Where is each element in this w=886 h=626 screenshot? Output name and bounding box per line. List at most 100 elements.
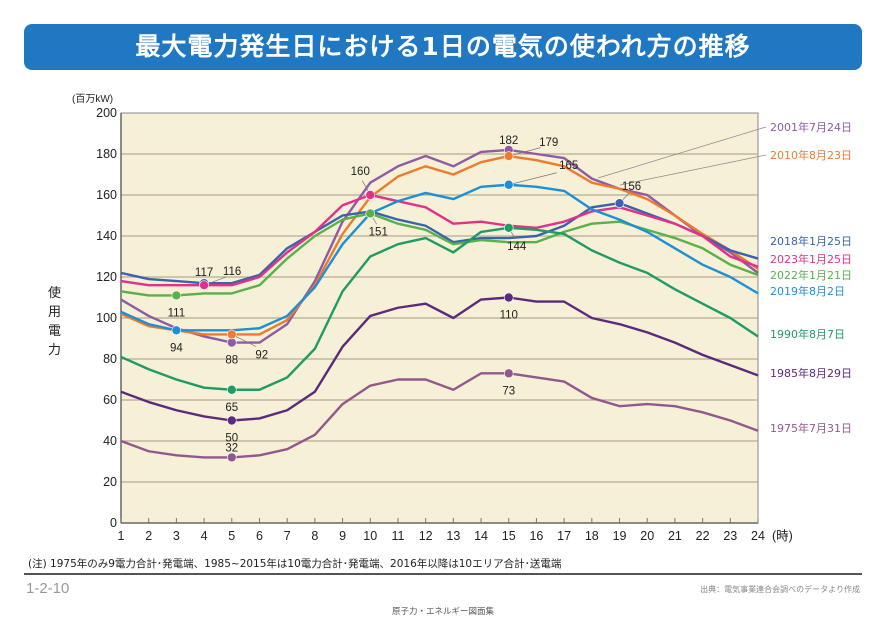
x-tick-label: 9 bbox=[339, 529, 346, 543]
legend-leaders bbox=[597, 126, 767, 186]
x-axis: 1 2 3 4 5 6 7 8 9 10 11 12 13 14 15 16 17 18 19 20 21 22 23 24 bbox=[118, 518, 765, 543]
data-point-marker bbox=[226, 452, 237, 463]
y-tick-label: 200 bbox=[96, 106, 117, 120]
data-point-marker bbox=[365, 190, 376, 200]
x-tick-label: 12 bbox=[419, 529, 433, 543]
legend-entry: 2022年1月21日 bbox=[770, 268, 852, 282]
y-axis-label-char: 力 bbox=[48, 343, 62, 358]
data-label: 179 bbox=[539, 137, 558, 149]
data-label: 50 bbox=[225, 433, 238, 445]
annotation-leader bbox=[508, 147, 541, 157]
divider bbox=[24, 573, 862, 575]
y-tick-label: 100 bbox=[96, 311, 117, 325]
gridlines bbox=[121, 153, 758, 483]
data-label: 111 bbox=[168, 307, 185, 319]
data-label: 151 bbox=[369, 226, 388, 238]
y-tick-label: 0 bbox=[110, 516, 117, 530]
data-point-marker bbox=[503, 368, 514, 379]
data-label: 88 bbox=[225, 355, 238, 367]
data-label: 165 bbox=[559, 160, 578, 172]
x-tick-label: 8 bbox=[311, 529, 318, 543]
y-tick-label: 20 bbox=[103, 475, 117, 489]
legend-entry: 2023年1月25日 bbox=[770, 252, 852, 266]
x-tick-label: 10 bbox=[363, 529, 377, 543]
y-tick-label: 120 bbox=[96, 270, 117, 284]
legend-entry: 2019年8月2日 bbox=[770, 284, 845, 298]
footnote: (注) 1975年のみ9電力合計･発電端、1985~2015年は10電力合計･発… bbox=[28, 558, 562, 570]
data-point-marker bbox=[503, 292, 514, 303]
x-tick-label: 13 bbox=[446, 529, 460, 543]
data-point-marker bbox=[503, 179, 514, 190]
y-tick-label: 40 bbox=[103, 434, 117, 448]
x-tick-label: 14 bbox=[474, 529, 488, 543]
legend-entry: 2018年1月25日 bbox=[770, 234, 852, 248]
data-point-marker bbox=[171, 290, 182, 301]
legend: 2001年7月24日 2010年8月23日 2018年1月25日 2023年1月25日… bbox=[770, 120, 852, 435]
x-tick-label: 22 bbox=[696, 529, 710, 543]
y-tick-label: 80 bbox=[103, 352, 117, 366]
data-label: 32 bbox=[225, 442, 238, 454]
series-line bbox=[120, 183, 759, 332]
data-point-marker bbox=[365, 208, 376, 219]
x-tick-label: 20 bbox=[640, 529, 654, 543]
data-label: 116 bbox=[223, 266, 241, 278]
x-tick-label: 17 bbox=[557, 529, 571, 543]
x-tick-label: 2 bbox=[145, 529, 152, 543]
legend-entry: 2001年7月24日 bbox=[770, 120, 852, 134]
data-label: 94 bbox=[170, 342, 183, 354]
x-tick-label: 23 bbox=[723, 529, 737, 543]
data-point-marker bbox=[503, 151, 514, 161]
annotation-leader bbox=[508, 172, 557, 186]
data-point-marker bbox=[503, 223, 514, 233]
data-label: 182 bbox=[499, 135, 518, 147]
x-tick-label: 6 bbox=[256, 529, 263, 543]
data-label: 144 bbox=[507, 241, 527, 253]
data-point-marker bbox=[226, 337, 237, 348]
series-line bbox=[120, 212, 759, 297]
x-tick-label: 21 bbox=[668, 529, 682, 543]
x-tick-label: 7 bbox=[284, 529, 291, 543]
legend-leader bbox=[597, 126, 767, 179]
data-label: 117 bbox=[195, 267, 213, 279]
data-point-marker bbox=[614, 198, 625, 208]
book-title: 原子力・エネルギー図面集 bbox=[391, 607, 494, 617]
data-point-marker bbox=[226, 384, 237, 395]
annotation-markers: 182 88 179 92 156 117 160 116 151 111 165 94 144 65 11… bbox=[168, 135, 641, 463]
y-axis-label-char: 使 bbox=[48, 286, 62, 301]
y-axis-label-char: 用 bbox=[48, 305, 62, 320]
legend-leader bbox=[619, 154, 767, 186]
series-line bbox=[120, 201, 759, 285]
y-tick-label: 180 bbox=[96, 147, 117, 161]
x-tick-label: 3 bbox=[173, 529, 180, 543]
y-axis-unit: (百万kW) bbox=[72, 93, 113, 105]
legend-entry: 2010年8月23日 bbox=[770, 148, 852, 162]
data-label: 65 bbox=[225, 402, 238, 414]
source-credit: 出典：電気事業連合会調べのデータより作成 bbox=[700, 585, 860, 594]
x-tick-label: 1 bbox=[118, 529, 125, 543]
page-number: 1-2-10 bbox=[26, 580, 70, 597]
y-axis-label: 使用電力 bbox=[48, 284, 64, 360]
y-axis: 0 20 40 60 80 100 120 140 160 180 200 bbox=[96, 106, 122, 530]
x-tick-label: 19 bbox=[613, 529, 627, 543]
x-tick-label: 24 bbox=[751, 529, 765, 543]
legend-entry: 1990年8月7日 bbox=[770, 327, 845, 341]
data-point-marker bbox=[226, 329, 237, 340]
x-tick-label: 16 bbox=[529, 529, 543, 543]
y-tick-label: 60 bbox=[103, 393, 117, 407]
series-line bbox=[120, 193, 759, 287]
x-tick-label: 18 bbox=[585, 529, 599, 543]
x-tick-label: 4 bbox=[201, 529, 208, 543]
data-label: 110 bbox=[500, 310, 518, 322]
legend-entry: 1975年7月31日 bbox=[770, 421, 852, 435]
data-label: 160 bbox=[351, 166, 370, 178]
y-axis-label-char: 電 bbox=[48, 324, 62, 339]
x-tick-label: 15 bbox=[502, 529, 516, 543]
data-label: 73 bbox=[502, 385, 515, 397]
y-tick-label: 140 bbox=[96, 229, 117, 243]
y-axis-label-text: 使用電力 bbox=[48, 284, 64, 360]
data-label: 92 bbox=[255, 349, 268, 361]
x-tick-label: 11 bbox=[391, 529, 404, 543]
data-point-marker bbox=[199, 280, 209, 291]
legend-entry: 1985年8月29日 bbox=[770, 366, 852, 380]
